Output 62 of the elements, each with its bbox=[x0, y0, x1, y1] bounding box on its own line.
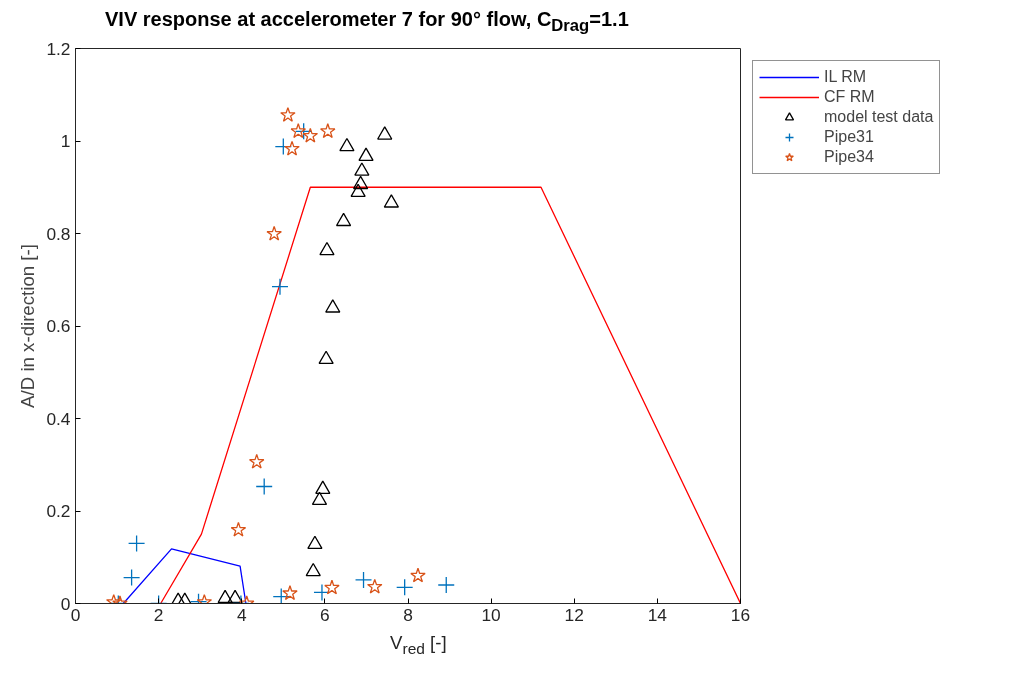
x-tick-label: 6 bbox=[320, 604, 330, 625]
point bbox=[396, 578, 414, 596]
x-tick-label: 10 bbox=[481, 604, 501, 625]
legend-label: model test data bbox=[824, 108, 934, 126]
point bbox=[354, 571, 373, 589]
legend-label: Pipe34 bbox=[824, 148, 874, 166]
y-tick-label: 0.8 bbox=[46, 223, 71, 244]
point bbox=[170, 592, 186, 604]
x-tick-label: 12 bbox=[564, 604, 584, 625]
point bbox=[217, 589, 233, 604]
x-tick-label: 2 bbox=[153, 604, 164, 625]
point bbox=[377, 126, 393, 140]
point bbox=[307, 535, 323, 549]
point bbox=[305, 562, 321, 577]
point bbox=[315, 480, 331, 494]
point bbox=[437, 576, 455, 594]
point bbox=[383, 194, 400, 208]
point bbox=[272, 587, 290, 604]
point bbox=[335, 212, 352, 227]
x-tick-label: 16 bbox=[730, 604, 751, 625]
y-axis-title: A/D in x-direction [-] bbox=[17, 244, 39, 408]
point bbox=[271, 278, 289, 296]
x-tick-label: 4 bbox=[236, 604, 247, 625]
point bbox=[127, 534, 146, 553]
point bbox=[354, 162, 370, 176]
point bbox=[352, 175, 369, 190]
legend-label: CF RM bbox=[824, 88, 875, 106]
point bbox=[227, 589, 243, 604]
point bbox=[358, 147, 374, 161]
point bbox=[319, 241, 335, 256]
point bbox=[177, 592, 193, 604]
chart-title: VIV response at accelerometer 7 for 90° flow, C$_{Drag}$=1.1 bbox=[105, 7, 629, 37]
point bbox=[318, 350, 334, 364]
point bbox=[410, 567, 426, 583]
x-axis-title: V$_{red}$ [-] bbox=[390, 631, 447, 659]
point bbox=[325, 299, 341, 313]
y-tick-label: 1 bbox=[60, 131, 71, 151]
point bbox=[320, 123, 336, 139]
point bbox=[302, 127, 319, 143]
point bbox=[311, 491, 328, 506]
point bbox=[122, 568, 141, 587]
x-tick-label: 8 bbox=[403, 604, 413, 625]
y-tick-label: 0.4 bbox=[46, 408, 71, 429]
point bbox=[266, 225, 282, 241]
point bbox=[280, 106, 296, 122]
point bbox=[255, 477, 273, 496]
y-tick-label: 1.2 bbox=[46, 38, 71, 59]
point bbox=[284, 140, 300, 156]
point bbox=[324, 579, 340, 595]
point bbox=[350, 183, 366, 198]
point bbox=[282, 585, 298, 601]
point bbox=[230, 521, 247, 537]
y-tick-label: 0.2 bbox=[46, 501, 71, 521]
y-tick-label: 0.6 bbox=[46, 316, 71, 336]
point bbox=[290, 123, 307, 139]
point bbox=[295, 122, 313, 140]
point bbox=[248, 453, 265, 469]
point bbox=[339, 137, 355, 152]
legend-label: Pipe31 bbox=[824, 128, 874, 146]
x-tick-label: 14 bbox=[647, 604, 668, 625]
point bbox=[366, 578, 383, 594]
legend-label: IL RM bbox=[824, 68, 867, 86]
